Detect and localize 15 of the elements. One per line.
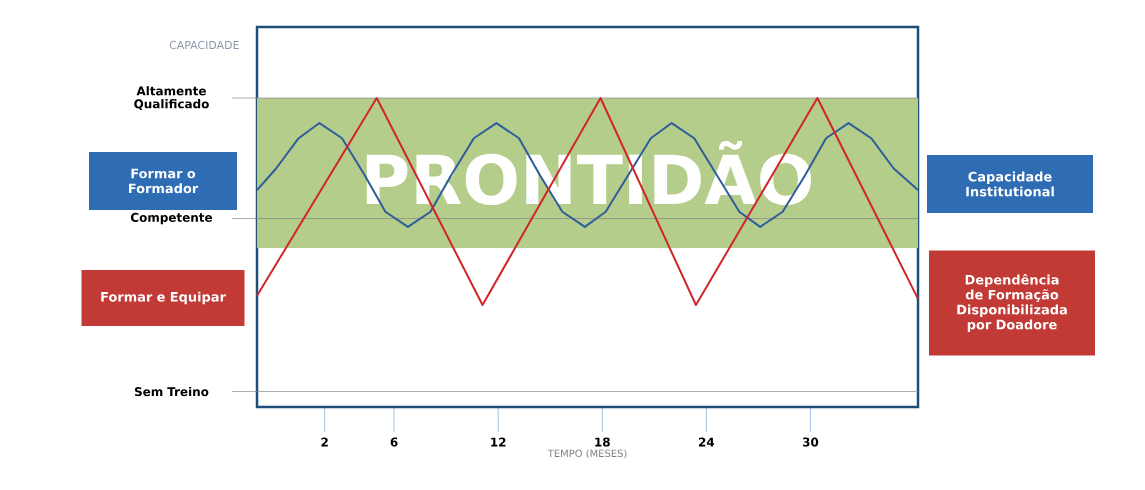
y-axis-title: CAPACIDADE: [169, 40, 239, 50]
text: Formar e Equipar: [101, 291, 226, 305]
x-tick-label: 30: [802, 437, 819, 447]
x-axis-title: TEMPO (MESES): [547, 449, 627, 459]
text: Formar o Formador: [129, 168, 199, 194]
x-tick-label: 2: [321, 437, 328, 447]
x-tick-label: 12: [491, 437, 506, 447]
x-tick-label: 18: [595, 437, 610, 447]
ref-line-label: Competente: [130, 212, 213, 225]
x-tick-label: 24: [698, 437, 715, 447]
text: Dependência de Formação Disponibilizada por Doadore: [957, 274, 1067, 332]
x-tick-label: 6: [390, 437, 398, 447]
text: Capacidade Institutional: [966, 171, 1054, 197]
ref-line-label: Sem Treino: [134, 386, 209, 397]
ref-line-label: Altamente Qualificado: [134, 86, 209, 110]
